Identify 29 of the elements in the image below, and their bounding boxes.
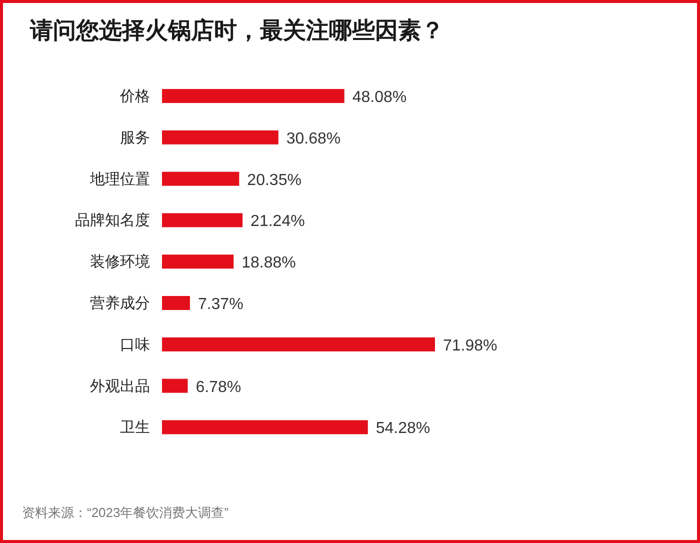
bar xyxy=(162,337,435,352)
bar xyxy=(162,420,368,434)
y-tick-label: 卫生 xyxy=(120,419,150,436)
bar xyxy=(162,296,190,310)
bar xyxy=(162,130,278,144)
y-tick-label: 外观出品 xyxy=(90,378,150,395)
data-label: 71.98% xyxy=(443,337,498,354)
chart-title: 请问您选择火锅店时，最关注哪些因素？ xyxy=(29,17,444,43)
data-label: 20.35% xyxy=(247,172,302,189)
y-tick-label: 服务 xyxy=(120,129,150,146)
data-label: 18.88% xyxy=(242,254,296,272)
y-tick-label: 口味 xyxy=(120,336,150,354)
bar xyxy=(162,172,240,186)
y-tick-label: 营养成分 xyxy=(90,295,150,312)
bar xyxy=(162,378,188,393)
y-tick-label: 品牌知名度 xyxy=(75,212,150,230)
text: 资料来源：“2023年餐饮消费大调查” xyxy=(22,505,229,520)
data-label: 6.78% xyxy=(196,378,242,396)
data-label: 30.68% xyxy=(286,130,341,148)
y-tick-label: 价格 xyxy=(119,88,150,105)
bar xyxy=(162,89,344,103)
bar xyxy=(162,254,234,269)
y-tick-label: 地理位置 xyxy=(89,170,150,188)
data-label: 7.37% xyxy=(198,296,244,313)
data-label: 21.24% xyxy=(250,213,305,230)
bar xyxy=(162,213,243,228)
data-label: 54.28% xyxy=(376,420,430,438)
y-tick-label: 装修环境 xyxy=(90,254,150,271)
data-label: 48.08% xyxy=(352,89,407,106)
